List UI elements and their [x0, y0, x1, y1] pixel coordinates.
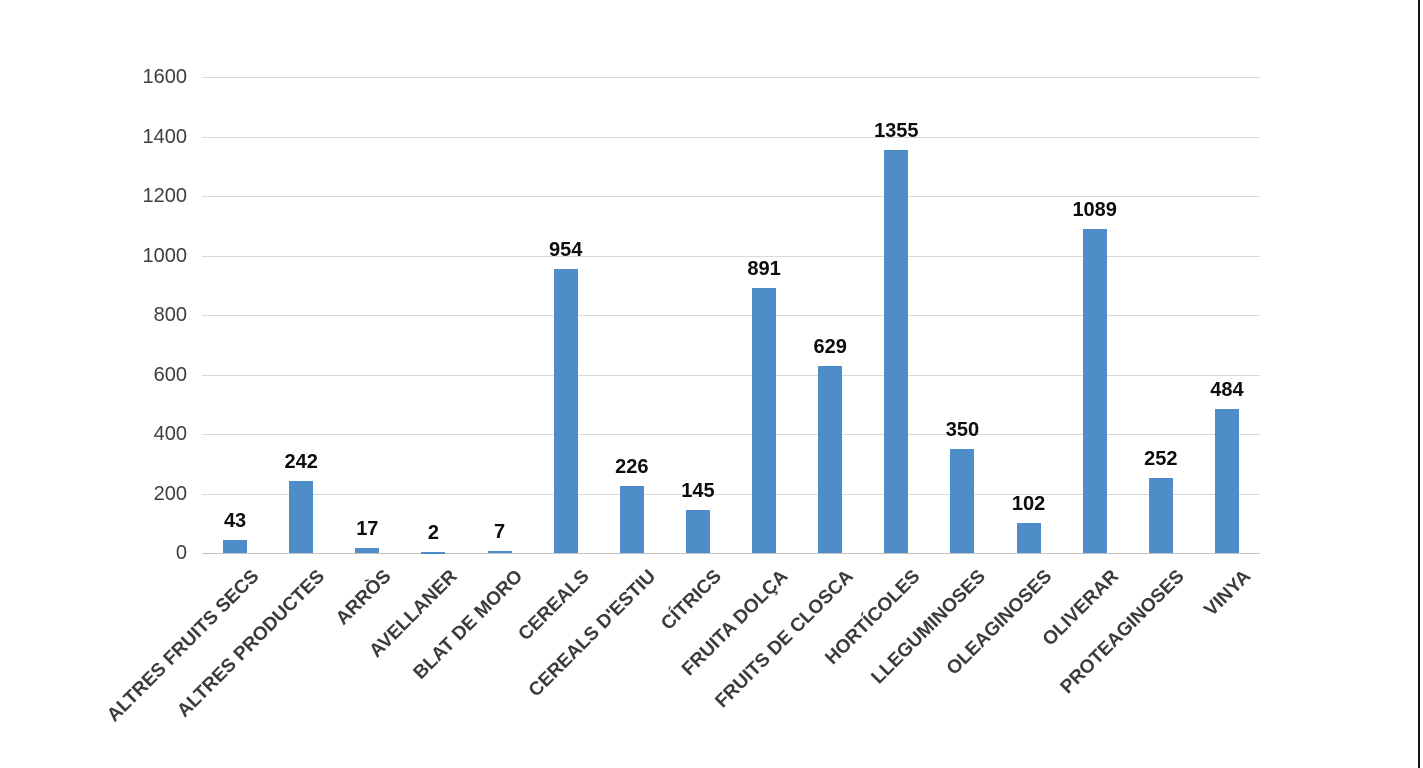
gridline-y-0	[202, 553, 1260, 554]
y-axis-tick-label: 1000	[142, 244, 188, 267]
bar-fruita-dol-a	[752, 287, 777, 553]
bar-c-trics	[685, 509, 710, 553]
bar-value-label: 17	[356, 517, 379, 540]
bar-arr-s	[355, 547, 380, 553]
bar-value-label: 1355	[874, 119, 919, 142]
bar-fruits-de-closca	[818, 365, 843, 553]
bar-avellaner	[421, 552, 446, 554]
bar-vinya	[1214, 409, 1239, 553]
bar-altres-productes	[289, 481, 314, 553]
bar-cereals	[553, 269, 578, 553]
bar-value-label: 242	[284, 451, 318, 473]
bar-value-label: 145	[681, 479, 715, 502]
gridline-y-1000	[202, 255, 1260, 257]
x-axis-category-label: CÍTRICS	[657, 566, 726, 635]
bar-value-label: 43	[223, 510, 247, 533]
page-edge-rule	[1418, 0, 1420, 768]
bar-value-label: 226	[615, 455, 649, 478]
bar-value-label: 350	[945, 418, 980, 441]
y-axis-tick-label: 1400	[142, 125, 188, 148]
bar-value-label: 629	[813, 335, 847, 358]
x-axis-category-label: VINYA	[1200, 566, 1255, 621]
bar-value-label: 891	[747, 257, 781, 280]
bar-value-label: 7	[494, 520, 506, 543]
bar-value-label: 252	[1144, 448, 1178, 471]
y-axis-tick-label: 1200	[142, 185, 188, 207]
bar-value-label: 2	[427, 522, 439, 545]
x-axis-category-label: ARRÒS	[331, 566, 396, 630]
bar-altres-fruits-secs	[223, 540, 248, 553]
gridline-y-800	[202, 315, 1260, 316]
bar-value-label: 1089	[1072, 199, 1117, 222]
y-axis-tick-label: 1600	[142, 66, 188, 88]
gridline-y-400	[202, 434, 1260, 435]
bar-oliverar	[1082, 229, 1107, 553]
bar-lleguminoses	[950, 448, 975, 553]
bar-proteaginoses	[1148, 478, 1173, 553]
gridline-y-1600	[202, 77, 1260, 78]
bar-hort-coles	[884, 149, 909, 553]
y-axis-tick-label: 400	[153, 423, 187, 445]
y-axis-tick-label: 800	[153, 304, 187, 326]
y-axis-tick-label: 0	[175, 542, 187, 564]
bar-blat-de-moro	[487, 550, 512, 553]
gridline-y-600	[202, 374, 1260, 376]
bar-value-label: 102	[1011, 492, 1046, 515]
y-axis-tick-label: 600	[153, 363, 187, 386]
gridline-y-1400	[202, 136, 1260, 138]
bar-oleaginoses	[1016, 522, 1041, 553]
x-axis-category-label: PROTEAGINOSES	[1056, 566, 1189, 699]
x-axis-category-label: LLEGUMINOSES	[867, 566, 991, 689]
bar-value-label: 954	[549, 239, 583, 262]
gridline-y-200	[202, 493, 1260, 495]
gridline-y-1200	[202, 196, 1260, 197]
y-axis-tick-label: 200	[153, 482, 187, 505]
x-axis-category-label: CEREALS D'ESTIU	[524, 566, 660, 702]
bar-cereals-d-estiu	[619, 485, 644, 553]
bar-value-label: 484	[1210, 379, 1244, 401]
